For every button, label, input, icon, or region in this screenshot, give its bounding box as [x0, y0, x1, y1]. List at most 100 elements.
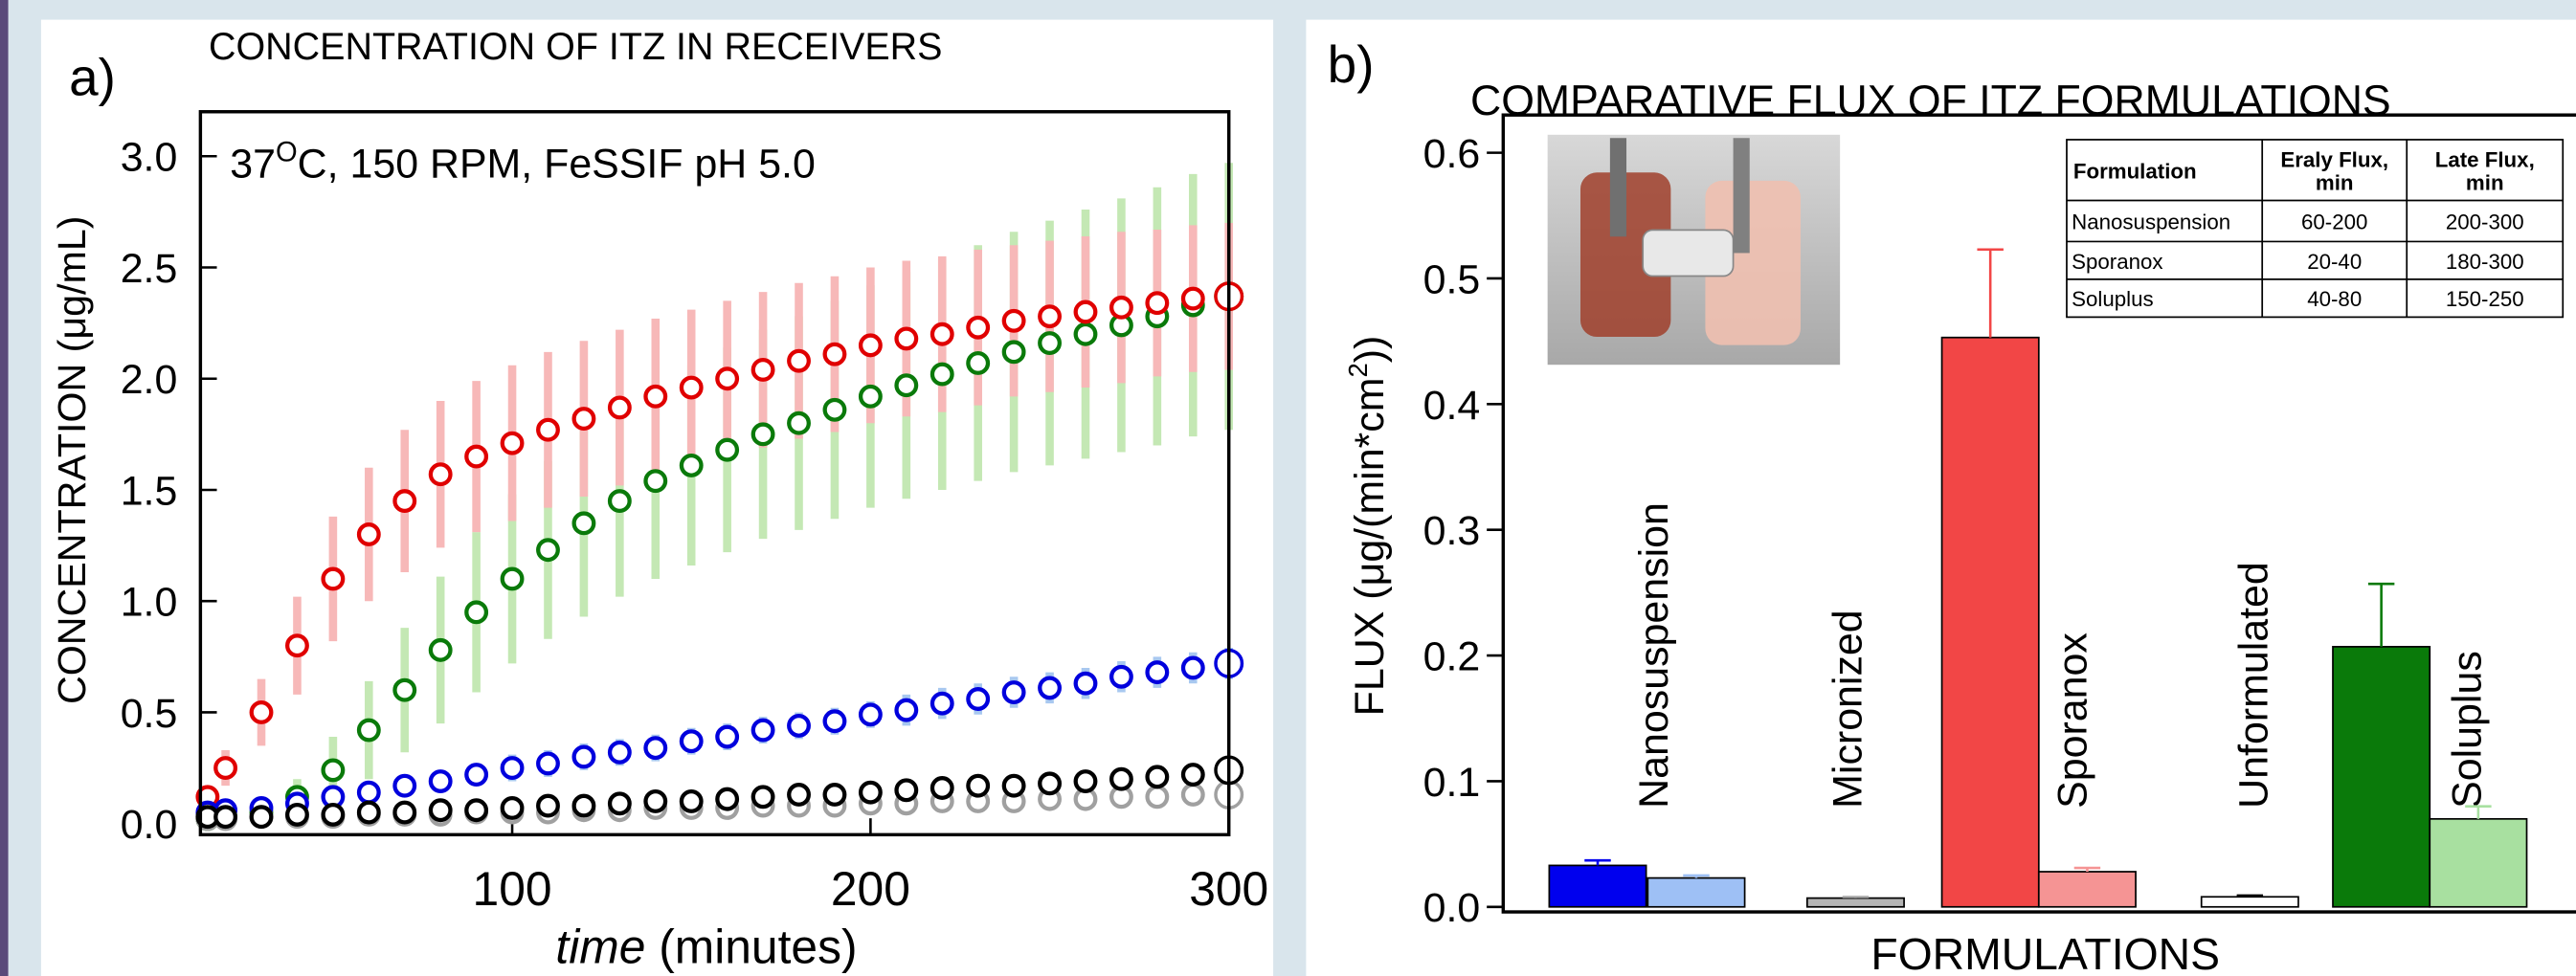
- data-point: [679, 375, 704, 400]
- data-point: [428, 798, 453, 823]
- data-point: [321, 566, 346, 591]
- category-label: Micronized: [1825, 610, 1870, 809]
- data-point: [500, 795, 525, 820]
- data-point: [1073, 322, 1098, 346]
- data-point: [930, 691, 954, 716]
- data-point: [356, 522, 381, 546]
- data-point: [1180, 783, 1205, 807]
- y-axis-label-superscript: 2: [1343, 363, 1373, 377]
- y-tick-label: 2.0: [121, 357, 178, 403]
- data-point: [643, 469, 668, 494]
- data-point: [822, 783, 847, 807]
- data-point: [643, 736, 668, 761]
- y-tick-label: 2.5: [121, 246, 178, 292]
- data-point: [715, 787, 740, 811]
- data-point: [571, 744, 596, 769]
- data-point: [787, 713, 811, 738]
- data-point: [679, 453, 704, 477]
- data-point: [285, 802, 309, 827]
- table-header: Eraly Flux,: [2280, 147, 2388, 171]
- data-point: [536, 417, 560, 442]
- panel-label: b): [1328, 34, 1375, 94]
- data-point: [1109, 295, 1133, 320]
- table-cell: Soluplus: [2072, 287, 2154, 311]
- data-point: [536, 538, 560, 563]
- plot-frame: [1501, 113, 2576, 914]
- data-point: [1073, 299, 1098, 324]
- data-point: [213, 805, 238, 830]
- chart-title: CONCENTRATION OF ITZ IN RECEIVERS: [209, 26, 943, 68]
- y-tick-label: 0.1: [1423, 760, 1481, 806]
- data-point: [571, 793, 596, 818]
- data-point: [249, 805, 274, 830]
- data-point: [1001, 773, 1026, 798]
- data-point: [1109, 664, 1133, 689]
- data-point: [679, 729, 704, 754]
- data-point: [930, 362, 954, 387]
- x-tick-label: 200: [831, 862, 910, 916]
- data-point: [1145, 785, 1170, 810]
- data-point: [392, 773, 417, 798]
- bar: [1548, 864, 1647, 908]
- y-tick-label: 0.0: [1423, 885, 1481, 931]
- data-point: [536, 751, 560, 776]
- category-label: Sporanox: [2050, 632, 2096, 809]
- data-point: [1145, 291, 1170, 316]
- data-point: [536, 793, 560, 818]
- category-label: Unformulated: [2230, 562, 2276, 809]
- annotation: 37OC, 150 RPM, FeSSIF pH 5.0: [230, 137, 816, 187]
- annotation-part: C, 150 RPM, FeSSIF pH 5.0: [298, 141, 816, 187]
- data-point: [321, 802, 346, 827]
- data-point: [1180, 763, 1205, 787]
- data-point: [464, 763, 489, 787]
- data-point: [1038, 304, 1062, 329]
- data-point: [822, 709, 847, 734]
- data-point: [464, 600, 489, 625]
- y-tick-label: 3.0: [121, 135, 178, 181]
- data-point: [392, 489, 417, 514]
- data-point: [428, 462, 453, 487]
- data-point: [858, 702, 883, 727]
- data-point: [966, 351, 991, 375]
- table-cell: 150-250: [2446, 287, 2524, 311]
- data-point: [571, 511, 596, 536]
- annotation-part: 37: [230, 141, 276, 187]
- chart-title: COMPARATIVE FLUX OF ITZ FORMULATIONS: [1470, 78, 2391, 124]
- data-point: [1180, 655, 1205, 680]
- y-tick-label: 1.0: [121, 580, 178, 626]
- data-point: [750, 785, 775, 810]
- data-point: [1180, 286, 1205, 311]
- table-cell: Sporanox: [2072, 250, 2162, 274]
- y-tick-label: 0.4: [1423, 383, 1481, 429]
- y-axis-label-part: )): [1347, 336, 1393, 364]
- y-tick-label: 0.3: [1423, 508, 1481, 554]
- y-axis-label: FLUX (μg/(min*cm2)): [1343, 336, 1393, 717]
- bar: [2332, 646, 2431, 908]
- bar: [2037, 871, 2137, 908]
- x-axis-label: FORMULATIONS: [1870, 929, 2220, 976]
- data-point: [464, 798, 489, 823]
- data-point: [787, 410, 811, 435]
- data-point: [392, 677, 417, 702]
- data-point: [1073, 769, 1098, 793]
- x-axis-label-italic: time: [555, 920, 645, 973]
- data-point: [1001, 680, 1026, 704]
- data-point: [500, 566, 525, 591]
- data-point: [1145, 660, 1170, 685]
- data-point: [679, 789, 704, 813]
- y-tick-label: 0.5: [1423, 256, 1481, 302]
- data-point: [966, 687, 991, 711]
- y-tick-label: 0.6: [1423, 131, 1481, 177]
- bar: [1805, 897, 1905, 908]
- table-cell: 60-200: [2301, 211, 2367, 234]
- data-point: [607, 489, 632, 514]
- data-point: [500, 756, 525, 781]
- y-tick-label: 0.5: [121, 691, 178, 737]
- data-point: [858, 333, 883, 358]
- annotation-superscript: O: [276, 137, 298, 167]
- data-point: [392, 800, 417, 825]
- data-point: [356, 800, 381, 825]
- table-cell: 200-300: [2446, 211, 2524, 234]
- plot-frame: [198, 110, 1231, 837]
- data-point: [1073, 671, 1098, 696]
